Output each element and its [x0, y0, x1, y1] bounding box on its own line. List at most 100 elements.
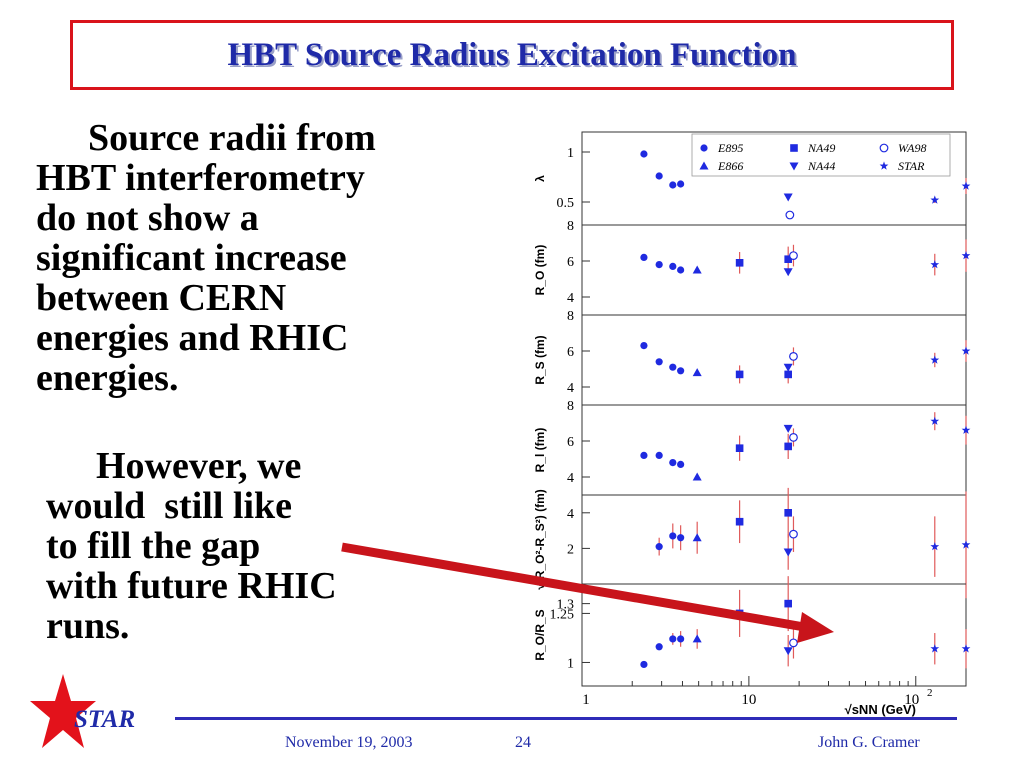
marker-e895	[677, 460, 685, 468]
y-tick-label: 0.5	[557, 196, 575, 211]
marker-na49	[735, 609, 744, 618]
marker-na49	[784, 509, 792, 517]
marker-star	[961, 644, 971, 653]
y-axis-label: R_l (fm)	[533, 428, 547, 473]
text-line: However, we	[96, 445, 302, 487]
marker-e895	[669, 363, 677, 371]
marker-e895	[655, 643, 663, 651]
marker-na44	[783, 268, 793, 277]
y-tick-label: 1	[567, 146, 574, 161]
marker-e895	[669, 181, 677, 189]
marker-e895	[669, 532, 677, 540]
marker-na44	[783, 548, 793, 557]
y-tick-label: 4	[567, 471, 574, 486]
marker-star	[930, 644, 940, 653]
marker-wa98	[789, 351, 798, 361]
text-line: between CERN	[36, 277, 287, 319]
marker-star	[961, 540, 971, 549]
marker-na49	[784, 255, 792, 263]
marker-e895	[669, 635, 677, 643]
y-axis-label: R_O (fm)	[533, 245, 547, 296]
marker-na49	[784, 370, 792, 379]
marker-star	[930, 195, 940, 204]
marker-e895	[655, 172, 663, 180]
legend-label: E895	[717, 141, 743, 155]
marker-na44	[783, 424, 793, 433]
marker-na49	[735, 444, 744, 452]
marker-e866	[699, 161, 709, 170]
marker-na49	[784, 599, 792, 608]
text-line: do not show a	[36, 197, 259, 239]
marker-e895	[677, 180, 685, 188]
marker-na44	[783, 193, 793, 202]
marker-star	[930, 260, 940, 269]
marker-na49	[735, 370, 744, 379]
x-tick-label: 10	[741, 692, 756, 708]
marker-na49	[735, 517, 744, 526]
marker-e866	[692, 634, 702, 643]
marker-star	[961, 425, 971, 434]
marker-e895	[677, 534, 685, 542]
marker-e866	[692, 368, 702, 377]
marker-e866	[692, 265, 702, 274]
marker-e895	[655, 543, 663, 551]
marker-na44	[783, 363, 793, 372]
text-line: with future RHIC	[46, 565, 337, 607]
legend-label: NA44	[807, 159, 835, 173]
x-tick-label: 1	[582, 692, 590, 708]
y-tick-label: 6	[567, 435, 574, 450]
footer-author: John G. Cramer	[818, 734, 920, 751]
marker-e895	[655, 358, 663, 366]
marker-na49	[784, 442, 792, 451]
slide-title: HBT Source Radius Excitation Function	[227, 36, 797, 73]
text-line: runs.	[46, 605, 130, 647]
legend-label: WA98	[898, 141, 927, 155]
marker-star	[961, 251, 971, 260]
footer-page-number: 24	[515, 734, 531, 751]
text-line: to fill the gap	[46, 525, 261, 567]
marker-wa98	[789, 433, 798, 442]
marker-e895	[677, 266, 685, 274]
marker-e895	[640, 660, 648, 669]
marker-wa98	[879, 143, 889, 153]
marker-star	[961, 346, 971, 355]
marker-star	[930, 416, 940, 425]
text-line: significant increase	[36, 237, 347, 279]
y-axis-label: R_S (fm)	[533, 335, 547, 384]
marker-star	[961, 181, 971, 190]
y-tick-label: 1	[567, 656, 574, 671]
marker-e895	[669, 262, 677, 270]
marker-wa98	[789, 251, 798, 261]
title-frame: HBT Source Radius Excitation Function	[70, 20, 954, 90]
text-line: energies.	[36, 357, 179, 399]
marker-e895	[655, 261, 663, 269]
legend-label: E866	[717, 159, 743, 173]
marker-e895	[677, 367, 685, 375]
text-line: Source radii from	[88, 117, 376, 159]
text-line: HBT interferometry	[36, 157, 365, 199]
hbt-radius-chart: 1 0.5 λ 8 6 4 R_O (fm) 8 6 4 R_S (fm) 8 6 4 R_l (fm) 4 2…	[533, 131, 971, 717]
marker-e866	[692, 472, 702, 481]
y-tick-label: 4	[567, 381, 574, 396]
marker-wa98	[785, 210, 795, 220]
legend-label: NA49	[807, 141, 835, 155]
marker-star	[930, 542, 940, 551]
legend-box	[691, 133, 951, 177]
marker-e895	[640, 150, 648, 158]
y-tick-label: 1.25	[550, 607, 575, 622]
paragraph-fill-gap: However, we would still like to fill the…	[46, 446, 446, 646]
y-tick-label: 2	[567, 542, 574, 557]
marker-e895	[640, 451, 648, 459]
marker-na49	[735, 259, 744, 267]
marker-wa98	[789, 529, 798, 539]
y-tick-label: 6	[567, 345, 574, 360]
marker-e866	[692, 533, 702, 542]
footer-date: November 19, 2003	[285, 734, 413, 751]
y-tick-label: 6	[567, 255, 574, 270]
marker-wa98	[789, 638, 798, 648]
footer-divider	[175, 717, 957, 720]
y-tick-label: 4	[567, 291, 574, 306]
y-axis-label: λ	[533, 175, 547, 182]
y-tick-label: 8	[567, 399, 574, 414]
text-line: would still like	[46, 485, 292, 527]
